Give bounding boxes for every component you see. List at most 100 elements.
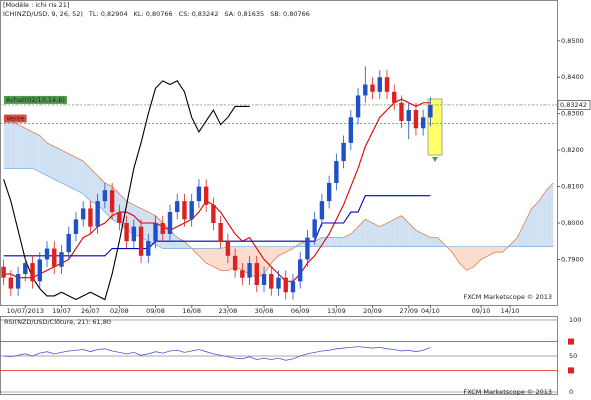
candle-body <box>167 212 173 234</box>
cloud-segment <box>32 131 40 172</box>
candle-body <box>247 263 252 278</box>
candle-body <box>334 161 339 183</box>
legend-entry: ICH(NZD/USD, 9, 26, 52) <box>3 10 83 18</box>
cloud-segment <box>481 246 489 260</box>
candle-body <box>1 266 6 278</box>
candle-body <box>146 241 151 256</box>
legend-entry: TL: 0,82904 <box>88 10 128 18</box>
main-panel-frame <box>0 0 558 306</box>
cloud-segment <box>394 215 402 247</box>
candle-body <box>88 208 93 227</box>
indicator-legend: ICH(NZD/USD, 9, 26, 52) TL: 0,82904 KL: 0,… <box>3 10 310 18</box>
signal-arrow <box>432 157 438 162</box>
cloud-segment <box>379 223 388 247</box>
candle-body <box>37 259 42 282</box>
cloud-segment <box>213 248 221 271</box>
watermark: FXCM Marketscope © 2013 <box>463 388 552 396</box>
candle-body <box>355 95 361 118</box>
rsi-panel-frame <box>0 316 558 395</box>
cloud-segment <box>430 237 438 247</box>
main-layer: 0,7900 0,8000 0,8100 0,8200 0,8300 0,8400 0,85… <box>0 37 591 315</box>
candle-body <box>102 190 108 202</box>
cloud-segment <box>336 237 344 247</box>
cloud-segment <box>452 246 460 264</box>
candle-body <box>153 223 158 242</box>
y-tick-label: 0,8500 <box>561 37 584 45</box>
candle-body <box>298 259 303 282</box>
legend-entry: SA: 0,81635 <box>224 10 264 18</box>
cloud-segment <box>206 248 214 267</box>
candle-body <box>290 281 296 293</box>
current-price-label: 0,83242 <box>560 101 587 109</box>
rsi-tick-label: 0 <box>569 388 573 396</box>
cloud-segment <box>75 157 84 194</box>
cloud-segment <box>473 246 482 267</box>
indicator-line <box>3 80 250 301</box>
candle-body <box>52 248 57 267</box>
candle-body <box>363 84 368 96</box>
order-label-box <box>4 114 27 123</box>
candle-body <box>211 204 216 224</box>
candle-body <box>15 274 21 289</box>
candle-body <box>312 219 317 238</box>
x-tick-label: 30/08 <box>255 307 274 315</box>
candle-body <box>377 77 382 92</box>
candle-body <box>196 186 202 202</box>
candle-body <box>95 201 100 227</box>
x-tick-label: 23/08 <box>218 307 237 315</box>
chart-title: [Modèle : ichi ris 21] <box>3 1 69 9</box>
cloud-segment <box>10 120 19 169</box>
candle-body <box>348 117 354 143</box>
candle-body <box>117 212 122 224</box>
rsi-line <box>3 346 431 361</box>
cloud-segment <box>524 208 532 247</box>
candle-body <box>370 84 375 92</box>
x-tick-label: 10/07/2013 <box>7 307 44 315</box>
cloud-segment <box>68 153 76 191</box>
cloud-line <box>3 167 554 249</box>
rsi-title: RSI(NZD/USD/Clôture, 21): 61,80 <box>4 318 111 326</box>
x-tick-label: 27/09 <box>399 307 418 315</box>
cloud-segment <box>292 243 301 249</box>
candle-body <box>341 142 346 162</box>
x-tick-label: 02/08 <box>110 307 129 315</box>
cloud-segment <box>423 233 431 247</box>
candle-body <box>66 233 71 253</box>
cloud-segment <box>3 117 11 169</box>
candle-body <box>428 104 433 118</box>
cloud-segment <box>546 182 554 247</box>
cloud-segment <box>517 223 525 247</box>
y-tick-label: 0,8300 <box>561 110 584 118</box>
candle-body <box>23 263 28 275</box>
candle-body <box>384 77 390 92</box>
cloud-segment <box>350 226 359 247</box>
cloud-segment <box>365 219 373 247</box>
candle-body <box>319 201 325 220</box>
cloud-segment <box>314 237 322 247</box>
candle-body <box>175 201 180 213</box>
cloud-segment <box>538 190 547 247</box>
candle-body <box>59 252 64 267</box>
x-tick-label: 26/07 <box>81 307 100 315</box>
cloud-segment <box>169 230 178 249</box>
candle-body <box>225 241 231 256</box>
candle-body <box>30 263 35 282</box>
cloud-segment <box>466 246 474 271</box>
x-tick-label: 14/10 <box>501 307 520 315</box>
rsi-tick-label: 50 <box>569 352 577 360</box>
rsi-level-marker <box>568 338 574 345</box>
cloud-segment <box>329 237 337 247</box>
legend-entry: KL: 0,80766 <box>134 10 173 18</box>
candle-body <box>261 274 267 285</box>
candle-body <box>182 201 187 220</box>
indicator-line <box>3 98 431 282</box>
current-price-box <box>557 100 591 110</box>
cloud-segment <box>39 135 48 176</box>
cloud-segment <box>271 246 279 264</box>
cloud-segment <box>278 246 286 256</box>
cloud-segment <box>372 223 380 247</box>
cloud-segment <box>25 128 33 169</box>
rsi-layer: 0 50 100 <box>0 316 581 396</box>
y-tick-label: 0,8400 <box>561 73 584 81</box>
